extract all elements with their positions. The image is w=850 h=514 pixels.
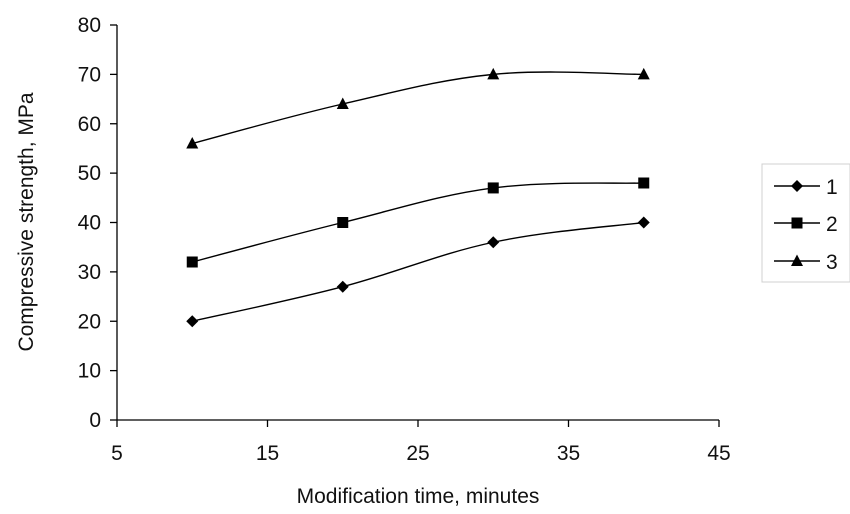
- data-point-3: [487, 67, 500, 80]
- legend-label-1: 1: [826, 176, 838, 199]
- y-tick-label: 70: [78, 63, 101, 86]
- legend-label-3: 3: [826, 251, 838, 274]
- data-point-3: [637, 67, 650, 80]
- y-tick-label: 20: [78, 310, 101, 333]
- x-tick-label: 25: [406, 442, 429, 465]
- data-point-2: [638, 177, 650, 189]
- data-point-2: [487, 182, 499, 194]
- series-line-3: [192, 71, 644, 145]
- y-axis-title: Compressive strength, MPa: [15, 92, 38, 351]
- series-3: [186, 67, 650, 149]
- y-tick-label: 50: [78, 162, 101, 185]
- legend-label-2: 2: [826, 213, 838, 236]
- series-line-1: [192, 221, 644, 322]
- series-2: [186, 177, 650, 268]
- data-point-1: [186, 315, 199, 328]
- data-point-3: [186, 137, 199, 149]
- data-point-2: [186, 256, 198, 268]
- data-point-2: [337, 217, 349, 228]
- x-tick-label: 15: [256, 442, 279, 465]
- y-tick-label: 10: [78, 360, 101, 383]
- x-axis-title: Modification time, minutes: [297, 485, 540, 508]
- legend-marker-2: [791, 217, 803, 229]
- y-tick-label: 30: [78, 261, 101, 284]
- x-tick-label: 5: [111, 442, 123, 465]
- data-point-1: [637, 216, 650, 229]
- x-tick-label: 35: [557, 442, 580, 465]
- data-point-1: [487, 236, 500, 249]
- axes: 0 10 20 30 40 50 60 70 80 5 15 25 35 45: [78, 14, 731, 465]
- legend: 1 2 3: [761, 163, 850, 283]
- y-tick-label: 40: [78, 212, 101, 235]
- series-layer: [186, 67, 650, 328]
- data-point-3: [336, 97, 349, 109]
- legend-marker-1: [791, 180, 803, 192]
- y-tick-label: 0: [89, 409, 101, 432]
- legend-marker-3: [791, 254, 803, 266]
- data-point-1: [336, 280, 349, 293]
- series-line-2: [192, 182, 644, 263]
- y-tick-label: 60: [78, 113, 101, 136]
- x-tick-label: 45: [707, 442, 730, 465]
- series-1: [186, 216, 650, 328]
- y-tick-label: 80: [78, 14, 101, 37]
